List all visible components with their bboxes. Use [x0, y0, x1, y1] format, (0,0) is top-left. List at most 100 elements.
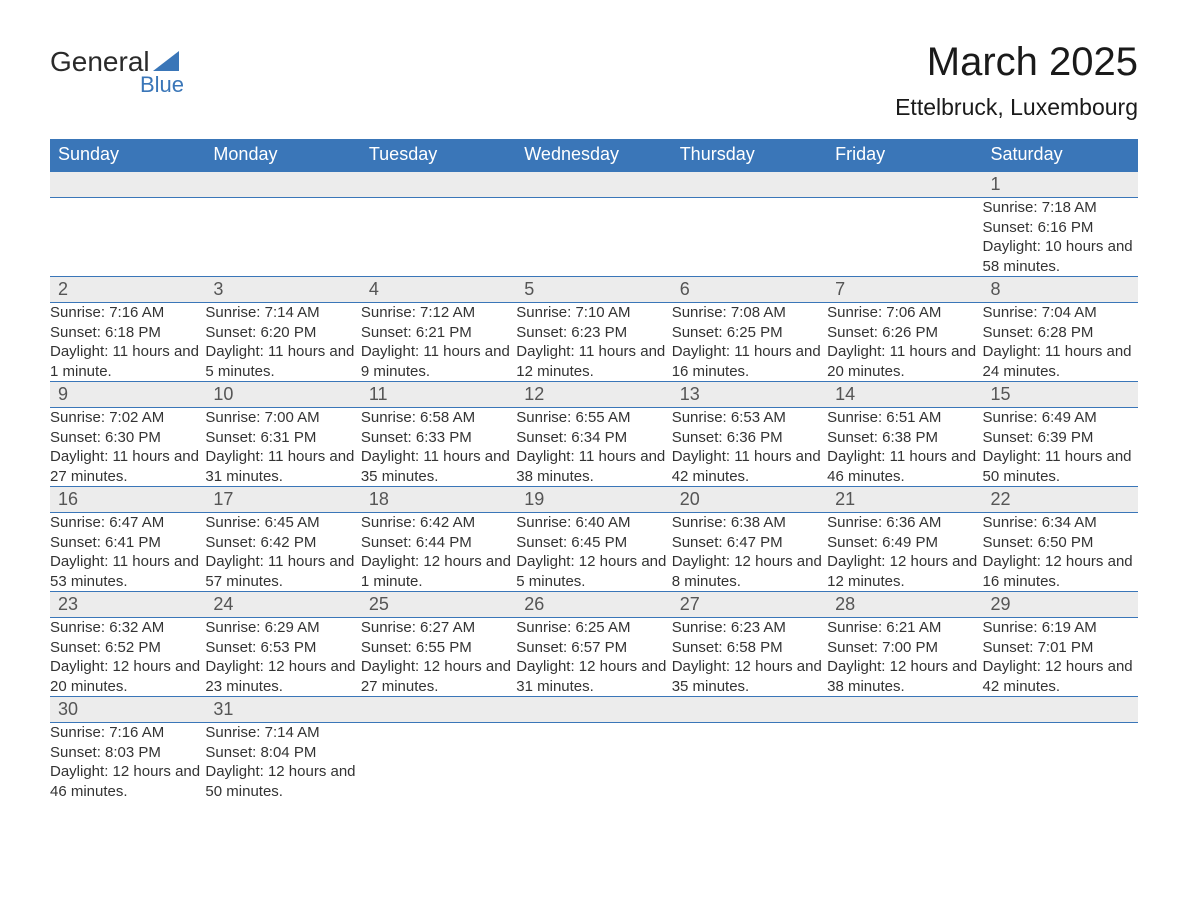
day-number: 15	[983, 382, 1138, 407]
day-details-cell: Sunrise: 6:25 AMSunset: 6:57 PMDaylight:…	[516, 618, 671, 697]
day-number: 13	[672, 382, 827, 407]
daylight-line: Daylight: 11 hours and 27 minutes.	[50, 447, 205, 486]
day-details-cell	[827, 198, 982, 277]
day-details-cell: Sunrise: 6:53 AMSunset: 6:36 PMDaylight:…	[672, 408, 827, 487]
sunset-line: Sunset: 6:33 PM	[361, 428, 516, 448]
day-details-cell: Sunrise: 6:55 AMSunset: 6:34 PMDaylight:…	[516, 408, 671, 487]
sunset-line: Sunset: 6:49 PM	[827, 533, 982, 553]
daylight-line: Daylight: 11 hours and 24 minutes.	[983, 342, 1138, 381]
week-details-row: Sunrise: 6:32 AMSunset: 6:52 PMDaylight:…	[50, 618, 1138, 697]
sunrise-line: Sunrise: 6:34 AM	[983, 513, 1138, 533]
daylight-line: Daylight: 11 hours and 31 minutes.	[205, 447, 360, 486]
day-number: 28	[827, 592, 982, 617]
day-header: Monday	[205, 139, 360, 172]
sunset-line: Sunset: 6:25 PM	[672, 323, 827, 343]
day-number	[672, 172, 827, 197]
day-number: 21	[827, 487, 982, 512]
sunset-line: Sunset: 6:50 PM	[983, 533, 1138, 553]
sunset-line: Sunset: 8:03 PM	[50, 743, 205, 763]
day-details-cell	[361, 198, 516, 277]
daylight-line: Daylight: 11 hours and 12 minutes.	[516, 342, 671, 381]
day-number-cell: 29	[983, 592, 1138, 618]
sunset-line: Sunset: 6:26 PM	[827, 323, 982, 343]
sunrise-line: Sunrise: 6:32 AM	[50, 618, 205, 638]
sunrise-line: Sunrise: 7:10 AM	[516, 303, 671, 323]
day-number-cell	[50, 172, 205, 198]
page-title: March 2025	[895, 40, 1138, 84]
day-number: 18	[361, 487, 516, 512]
sunrise-line: Sunrise: 6:45 AM	[205, 513, 360, 533]
day-details-cell: Sunrise: 7:02 AMSunset: 6:30 PMDaylight:…	[50, 408, 205, 487]
sunset-line: Sunset: 6:57 PM	[516, 638, 671, 658]
day-details-cell: Sunrise: 6:47 AMSunset: 6:41 PMDaylight:…	[50, 513, 205, 592]
day-header: Sunday	[50, 139, 205, 172]
sunrise-line: Sunrise: 6:58 AM	[361, 408, 516, 428]
day-details-cell	[983, 723, 1138, 802]
day-number-cell: 28	[827, 592, 982, 618]
sunrise-line: Sunrise: 7:16 AM	[50, 303, 205, 323]
sunrise-line: Sunrise: 6:25 AM	[516, 618, 671, 638]
day-number-cell: 19	[516, 487, 671, 513]
sunrise-line: Sunrise: 6:42 AM	[361, 513, 516, 533]
day-number: 20	[672, 487, 827, 512]
sunset-line: Sunset: 6:58 PM	[672, 638, 827, 658]
day-number: 2	[50, 277, 205, 302]
daylight-line: Daylight: 11 hours and 5 minutes.	[205, 342, 360, 381]
day-number-cell: 17	[205, 487, 360, 513]
sunset-line: Sunset: 6:31 PM	[205, 428, 360, 448]
sunset-line: Sunset: 7:00 PM	[827, 638, 982, 658]
sunset-line: Sunset: 6:34 PM	[516, 428, 671, 448]
day-number: 30	[50, 697, 205, 722]
title-block: March 2025 Ettelbruck, Luxembourg	[895, 40, 1138, 121]
day-details-cell: Sunrise: 6:23 AMSunset: 6:58 PMDaylight:…	[672, 618, 827, 697]
week-details-row: Sunrise: 7:02 AMSunset: 6:30 PMDaylight:…	[50, 408, 1138, 487]
day-number: 19	[516, 487, 671, 512]
day-number-cell	[983, 697, 1138, 723]
day-number: 11	[361, 382, 516, 407]
sunrise-line: Sunrise: 6:36 AM	[827, 513, 982, 533]
day-number	[516, 697, 671, 722]
sunrise-line: Sunrise: 6:19 AM	[983, 618, 1138, 638]
day-number-cell: 8	[983, 277, 1138, 303]
sunset-line: Sunset: 6:39 PM	[983, 428, 1138, 448]
daylight-line: Daylight: 11 hours and 20 minutes.	[827, 342, 982, 381]
day-number-cell: 11	[361, 382, 516, 408]
sunrise-line: Sunrise: 6:49 AM	[983, 408, 1138, 428]
daylight-line: Daylight: 11 hours and 57 minutes.	[205, 552, 360, 591]
day-details-cell: Sunrise: 7:10 AMSunset: 6:23 PMDaylight:…	[516, 303, 671, 382]
sunrise-line: Sunrise: 7:08 AM	[672, 303, 827, 323]
daylight-line: Daylight: 10 hours and 58 minutes.	[983, 237, 1138, 276]
day-number-cell	[516, 697, 671, 723]
day-number	[361, 172, 516, 197]
day-header: Wednesday	[516, 139, 671, 172]
day-details-cell: Sunrise: 6:45 AMSunset: 6:42 PMDaylight:…	[205, 513, 360, 592]
sunrise-line: Sunrise: 7:02 AM	[50, 408, 205, 428]
daylight-line: Daylight: 11 hours and 38 minutes.	[516, 447, 671, 486]
sunrise-line: Sunrise: 6:53 AM	[672, 408, 827, 428]
day-number	[205, 172, 360, 197]
day-number	[361, 697, 516, 722]
day-number-cell: 21	[827, 487, 982, 513]
sunrise-line: Sunrise: 7:00 AM	[205, 408, 360, 428]
day-details-cell: Sunrise: 6:40 AMSunset: 6:45 PMDaylight:…	[516, 513, 671, 592]
day-details-cell: Sunrise: 6:38 AMSunset: 6:47 PMDaylight:…	[672, 513, 827, 592]
sunset-line: Sunset: 6:45 PM	[516, 533, 671, 553]
calendar-table: SundayMondayTuesdayWednesdayThursdayFrid…	[50, 139, 1138, 801]
sunset-line: Sunset: 7:01 PM	[983, 638, 1138, 658]
sunset-line: Sunset: 6:55 PM	[361, 638, 516, 658]
day-number-cell	[361, 697, 516, 723]
day-details-cell	[205, 198, 360, 277]
daylight-line: Daylight: 12 hours and 31 minutes.	[516, 657, 671, 696]
page-header: General Blue March 2025 Ettelbruck, Luxe…	[50, 40, 1138, 121]
sunrise-line: Sunrise: 7:18 AM	[983, 198, 1138, 218]
sunrise-line: Sunrise: 7:06 AM	[827, 303, 982, 323]
day-number: 26	[516, 592, 671, 617]
day-details-cell	[672, 723, 827, 802]
day-number-cell: 13	[672, 382, 827, 408]
day-number: 31	[205, 697, 360, 722]
week-details-row: Sunrise: 7:16 AMSunset: 8:03 PMDaylight:…	[50, 723, 1138, 802]
day-number	[50, 172, 205, 197]
day-number: 27	[672, 592, 827, 617]
day-number-cell: 2	[50, 277, 205, 303]
day-number: 9	[50, 382, 205, 407]
